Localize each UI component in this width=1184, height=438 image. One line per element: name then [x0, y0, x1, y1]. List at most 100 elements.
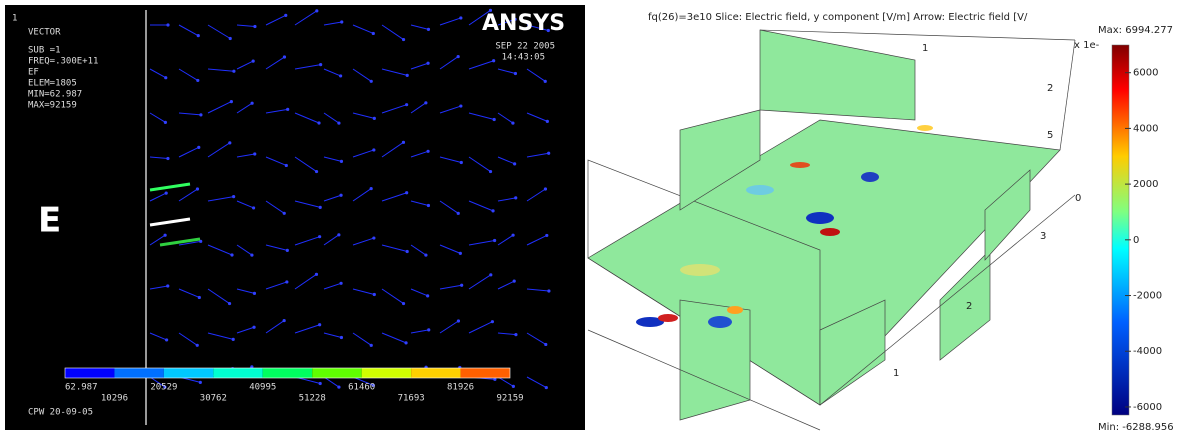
arrow-head	[372, 236, 376, 240]
arrow	[178, 332, 198, 346]
arrow	[410, 200, 429, 206]
arrow-head	[543, 187, 548, 191]
arrow-head	[545, 233, 549, 238]
colorbar-label: 71693	[398, 394, 425, 404]
arrow	[410, 244, 427, 256]
arrow	[352, 112, 375, 119]
logo: ANSYS	[482, 11, 565, 36]
arrow	[265, 320, 285, 334]
arrow	[352, 288, 375, 295]
arrow	[410, 24, 429, 30]
arrow-head	[285, 280, 289, 284]
arrow	[294, 273, 317, 290]
arrow-head	[426, 149, 430, 153]
arrow-head	[456, 319, 461, 323]
arrow-head	[165, 338, 169, 342]
arrow	[381, 104, 407, 114]
arrow	[265, 281, 287, 290]
plot-name: VECTOR	[28, 28, 61, 38]
arrow	[207, 244, 233, 256]
arrow-head	[513, 17, 517, 21]
arrow	[352, 68, 372, 82]
slab-3d	[587, 29, 1076, 431]
arrow	[497, 280, 515, 290]
arrow	[526, 332, 547, 345]
arrow	[439, 105, 462, 114]
arrow-head	[514, 196, 518, 200]
arrow-head	[228, 36, 232, 41]
arrow	[265, 56, 285, 70]
arrow	[381, 244, 408, 252]
arrow	[497, 68, 516, 74]
arrow	[352, 24, 374, 34]
arrow	[323, 332, 342, 338]
arrow	[207, 196, 234, 202]
arrow	[526, 68, 546, 82]
axis-labels: 1 2 5 0 3 2 1	[893, 43, 1081, 379]
arrow-head	[514, 333, 518, 337]
arrow	[352, 332, 372, 346]
arrow-head	[196, 34, 200, 38]
axis-label: 3	[1040, 231, 1046, 242]
arrow	[178, 146, 199, 158]
arrow	[323, 282, 342, 290]
arrow	[294, 64, 321, 70]
arrow	[178, 188, 198, 202]
arrow	[439, 156, 462, 163]
arrow	[468, 156, 491, 172]
arrow-head	[250, 101, 254, 105]
axis-label: 2	[1047, 83, 1053, 94]
arrow	[381, 24, 404, 40]
arrow	[178, 112, 201, 116]
arrow	[236, 24, 255, 28]
arrow-head	[197, 295, 201, 300]
arrow	[323, 156, 342, 162]
colorbar-label: 30762	[200, 394, 227, 404]
arrow-head	[489, 273, 493, 277]
arrow-head	[163, 385, 167, 389]
arrow-head	[545, 119, 549, 123]
arrow-head	[460, 283, 464, 287]
arrow	[381, 68, 408, 76]
arrow	[439, 320, 459, 334]
colorbar-segment	[114, 368, 164, 378]
arrow-head	[424, 101, 428, 105]
arrow-head	[253, 152, 257, 156]
arrow	[265, 156, 287, 166]
arrow	[149, 376, 166, 388]
arrow-head	[426, 294, 430, 298]
arrow-head	[319, 63, 323, 67]
arrow	[439, 17, 461, 26]
arrow	[236, 153, 255, 158]
arrow-head	[252, 206, 256, 210]
colorbar-tick-label: 2000	[1133, 179, 1158, 190]
colorbar-segment	[213, 368, 263, 378]
footer: CPW 20-09-05	[28, 408, 93, 418]
colorbar-label: 62.987	[65, 383, 98, 393]
arrow-head	[195, 187, 200, 191]
arrow	[323, 376, 340, 388]
arrow	[381, 192, 407, 202]
arrow	[526, 24, 549, 31]
arrow	[294, 156, 317, 172]
arrow-head	[284, 163, 288, 168]
arrow	[381, 141, 404, 158]
arrow	[468, 112, 495, 120]
colorbar-tick-label: -4000	[1133, 346, 1162, 357]
right-colorbar	[1111, 44, 1130, 416]
arrow-head	[511, 384, 515, 388]
colorbar-label: 10296	[101, 394, 128, 404]
axis-label: 0	[1075, 193, 1081, 204]
arrow	[352, 376, 374, 386]
arrow	[236, 60, 254, 70]
arrow	[149, 68, 166, 79]
arrow-head	[456, 211, 460, 215]
info-line: EF	[28, 68, 39, 78]
arrow-head	[318, 323, 322, 327]
arrow-head	[492, 59, 496, 63]
arrow-head	[488, 8, 493, 12]
colorbar-segment	[163, 368, 214, 378]
arrow	[178, 240, 201, 246]
colorbar-tick-label: 6000	[1133, 68, 1158, 79]
colorbar-segment	[262, 368, 313, 378]
